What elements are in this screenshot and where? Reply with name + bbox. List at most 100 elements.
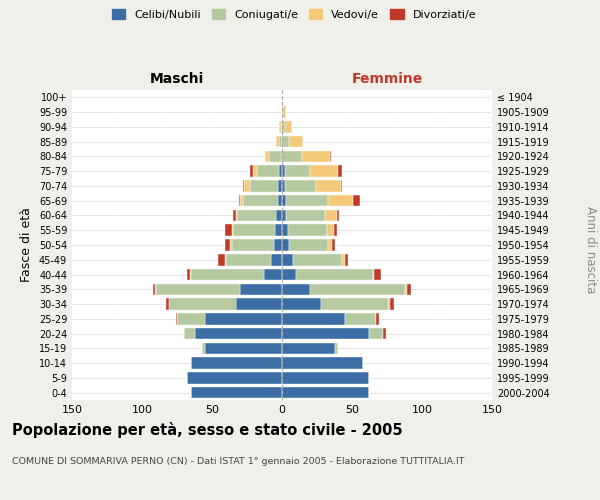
Bar: [187, 372, 282, 384]
Bar: [373, 269, 374, 280]
Bar: [279, 166, 282, 177]
Bar: [281, 121, 282, 132]
Bar: [233, 210, 236, 221]
Bar: [341, 180, 342, 192]
Bar: [156, 284, 240, 295]
Bar: [226, 254, 271, 266]
Bar: [369, 328, 383, 340]
Bar: [236, 298, 282, 310]
Bar: [153, 284, 155, 295]
Text: COMUNE DI SOMMARIVA PERNO (CN) - Dati ISTAT 1° gennaio 2005 - Elaborazione TUTTI: COMUNE DI SOMMARIVA PERNO (CN) - Dati IS…: [12, 458, 464, 466]
Bar: [282, 210, 286, 221]
Bar: [282, 372, 369, 384]
Bar: [328, 239, 332, 251]
Bar: [289, 136, 303, 147]
Bar: [405, 284, 407, 295]
Bar: [282, 224, 287, 236]
Bar: [342, 254, 345, 266]
Bar: [334, 224, 337, 236]
Bar: [282, 180, 285, 192]
Bar: [390, 298, 394, 310]
Bar: [257, 166, 279, 177]
Bar: [282, 284, 310, 295]
Bar: [282, 166, 285, 177]
Bar: [205, 313, 282, 324]
Bar: [237, 210, 277, 221]
Bar: [243, 195, 278, 206]
Bar: [293, 254, 342, 266]
Bar: [321, 298, 388, 310]
Bar: [253, 166, 257, 177]
Bar: [337, 210, 340, 221]
Bar: [282, 269, 296, 280]
Bar: [282, 342, 335, 354]
Bar: [279, 121, 281, 132]
Bar: [383, 328, 386, 340]
Bar: [176, 313, 177, 324]
Bar: [296, 269, 373, 280]
Bar: [282, 150, 302, 162]
Y-axis label: Fasce di età: Fasce di età: [20, 208, 33, 282]
Bar: [282, 328, 369, 340]
Bar: [274, 239, 282, 251]
Bar: [264, 269, 282, 280]
Bar: [286, 210, 325, 221]
Bar: [329, 150, 331, 162]
Bar: [278, 180, 282, 192]
Legend: Celibi/Nubili, Coniugati/e, Vedovi/e, Divorziati/e: Celibi/Nubili, Coniugati/e, Vedovi/e, Di…: [109, 6, 479, 23]
Bar: [282, 387, 369, 398]
Bar: [338, 166, 342, 177]
Bar: [282, 254, 293, 266]
Bar: [177, 313, 205, 324]
Bar: [282, 136, 289, 147]
Bar: [277, 136, 279, 147]
Bar: [250, 166, 253, 177]
Bar: [155, 284, 156, 295]
Bar: [376, 313, 379, 324]
Bar: [232, 239, 274, 251]
Bar: [310, 166, 338, 177]
Bar: [169, 298, 236, 310]
Bar: [286, 195, 328, 206]
Bar: [224, 254, 226, 266]
Bar: [277, 210, 282, 221]
Bar: [282, 313, 345, 324]
Bar: [240, 284, 282, 295]
Bar: [205, 342, 282, 354]
Bar: [282, 358, 363, 369]
Bar: [283, 106, 286, 118]
Bar: [335, 342, 338, 354]
Bar: [302, 150, 329, 162]
Bar: [230, 239, 232, 251]
Bar: [374, 269, 382, 280]
Bar: [282, 195, 286, 206]
Bar: [279, 136, 282, 147]
Bar: [232, 224, 233, 236]
Bar: [269, 150, 281, 162]
Bar: [278, 195, 282, 206]
Bar: [325, 210, 337, 221]
Bar: [281, 150, 282, 162]
Bar: [407, 284, 411, 295]
Bar: [327, 224, 334, 236]
Text: Femmine: Femmine: [352, 72, 422, 86]
Bar: [191, 358, 282, 369]
Bar: [265, 150, 269, 162]
Bar: [191, 269, 264, 280]
Bar: [285, 180, 316, 192]
Bar: [233, 224, 275, 236]
Bar: [289, 239, 328, 251]
Text: Popolazione per età, sesso e stato civile - 2005: Popolazione per età, sesso e stato civil…: [12, 422, 403, 438]
Text: Maschi: Maschi: [150, 72, 204, 86]
Bar: [191, 387, 282, 398]
Bar: [224, 239, 230, 251]
Bar: [285, 121, 292, 132]
Bar: [388, 298, 390, 310]
Bar: [244, 180, 250, 192]
Bar: [345, 254, 348, 266]
Bar: [353, 195, 361, 206]
Bar: [282, 239, 289, 251]
Bar: [328, 195, 353, 206]
Bar: [166, 298, 169, 310]
Bar: [184, 328, 195, 340]
